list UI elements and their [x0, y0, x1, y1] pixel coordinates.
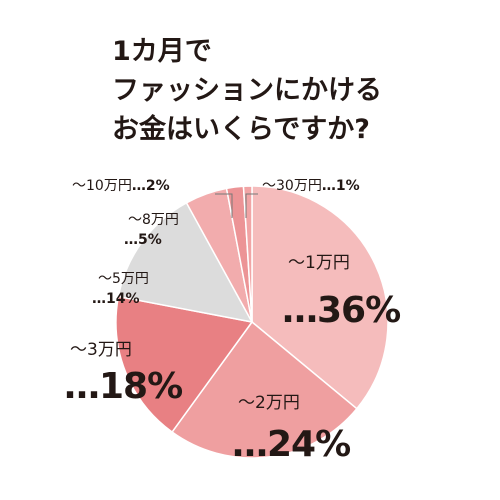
title-line: 1カ月で: [112, 36, 212, 67]
value-label: …2%: [132, 178, 170, 194]
leader-line: [215, 193, 233, 218]
category-label: 〜10万円: [72, 178, 132, 194]
pie-slice: [171, 320, 358, 459]
title-line: ファッションにかける: [112, 75, 382, 106]
category-label: 〜8万円: [128, 212, 179, 228]
pie-slice: [242, 185, 253, 323]
slice-label: 〜10万円…2%: [72, 178, 170, 194]
value-label: …14%: [92, 291, 140, 307]
value-label: …36%: [282, 290, 400, 331]
category-label: 〜5万円: [98, 271, 149, 287]
title-line: お金はいくらですか?: [112, 113, 370, 145]
pie-slice: [251, 185, 389, 410]
pie-slice: [115, 295, 254, 434]
value-label: …5%: [124, 232, 162, 248]
category-label: 〜2万円: [238, 393, 300, 413]
value-label: …18%: [64, 366, 182, 407]
pie: [115, 185, 389, 459]
pie-slice: [117, 201, 254, 324]
category-label: 〜30万円: [262, 178, 322, 194]
category-label: 〜3万円: [70, 340, 132, 360]
value-label: …1%: [322, 178, 360, 194]
category-label: 〜1万円: [288, 253, 350, 273]
slice-label: 〜30万円…1%: [262, 178, 360, 194]
value-label: …24%: [232, 424, 350, 465]
leader-line: [245, 193, 258, 218]
